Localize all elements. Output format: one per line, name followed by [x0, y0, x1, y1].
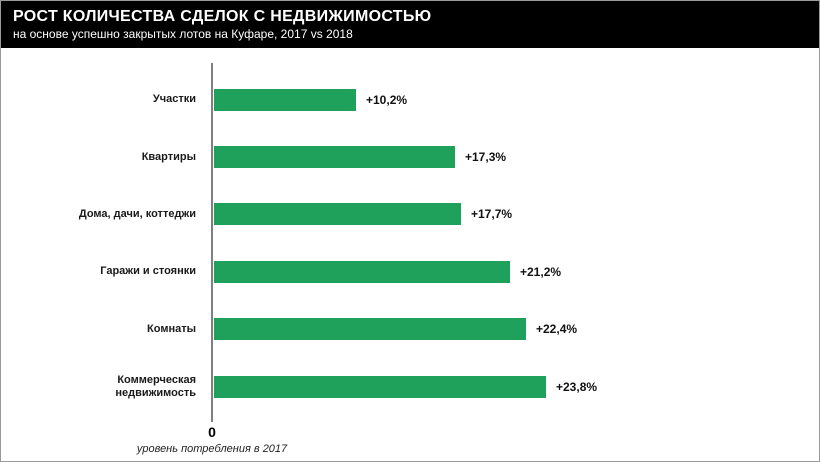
- category-label: Участки: [1, 93, 214, 106]
- bar: [214, 88, 356, 111]
- value-label: +21,2%: [520, 264, 562, 279]
- chart-row: Дома, дачи, коттеджи +17,7%: [1, 186, 819, 243]
- category-label-line: недвижимость: [115, 386, 196, 399]
- chart-rows: Участки +10,2% Квартиры +17,3% Дома, дачи, к…: [1, 71, 819, 415]
- y-axis-line: [211, 63, 213, 422]
- category-label-line: Гаражи и стоянки: [100, 265, 196, 278]
- baseline-caption: уровень потребления в 2017: [136, 443, 288, 455]
- chart-row: Гаражи и стоянки +21,2%: [1, 243, 819, 300]
- value-label: +10,2%: [366, 92, 408, 107]
- category-label-line: Комнаты: [147, 322, 196, 335]
- value-label: +23,8%: [556, 379, 598, 394]
- value-label: +17,3%: [465, 150, 507, 165]
- category-label: Квартиры: [1, 151, 214, 164]
- bar-chart: Участки +10,2% Квартиры +17,3% Дома, дачи, к…: [1, 48, 819, 461]
- value-label: +17,7%: [471, 207, 513, 222]
- chart-row: Коммерческая недвижимость +23,8%: [1, 358, 819, 415]
- bar: [214, 260, 510, 283]
- value-label: +22,4%: [536, 322, 578, 337]
- category-label: Дома, дачи, коттеджи: [1, 208, 214, 221]
- category-label-line: Участки: [152, 93, 196, 106]
- bar: [214, 146, 455, 169]
- category-label: Гаражи и стоянки: [1, 265, 214, 278]
- chart-row: Комнаты +22,4%: [1, 301, 819, 358]
- page-title: РОСТ КОЛИЧЕСТВА СДЕЛОК С НЕДВИЖИМОСТЬЮ: [13, 8, 432, 25]
- category-label: Комнаты: [1, 323, 214, 336]
- baseline-zero-label: 0: [208, 424, 216, 440]
- category-label-line: Квартиры: [141, 150, 196, 163]
- axis-baseline: 0 уровень потребления в 2017: [136, 424, 288, 456]
- page-subtitle: на основе успешно закрытых лотов на Куфа…: [13, 27, 353, 41]
- category-label: Коммерческая недвижимость: [1, 374, 214, 400]
- chart-row: Квартиры +17,3%: [1, 128, 819, 185]
- bar: [214, 318, 526, 341]
- chart-row: Участки +10,2%: [1, 71, 819, 128]
- bar: [214, 203, 461, 226]
- category-label-line: Коммерческая: [117, 373, 196, 386]
- header: РОСТ КОЛИЧЕСТВА СДЕЛОК С НЕДВИЖИМОСТЬЮ н…: [1, 1, 819, 48]
- category-label-line: Дома, дачи, коттеджи: [78, 207, 196, 220]
- bar: [214, 375, 546, 398]
